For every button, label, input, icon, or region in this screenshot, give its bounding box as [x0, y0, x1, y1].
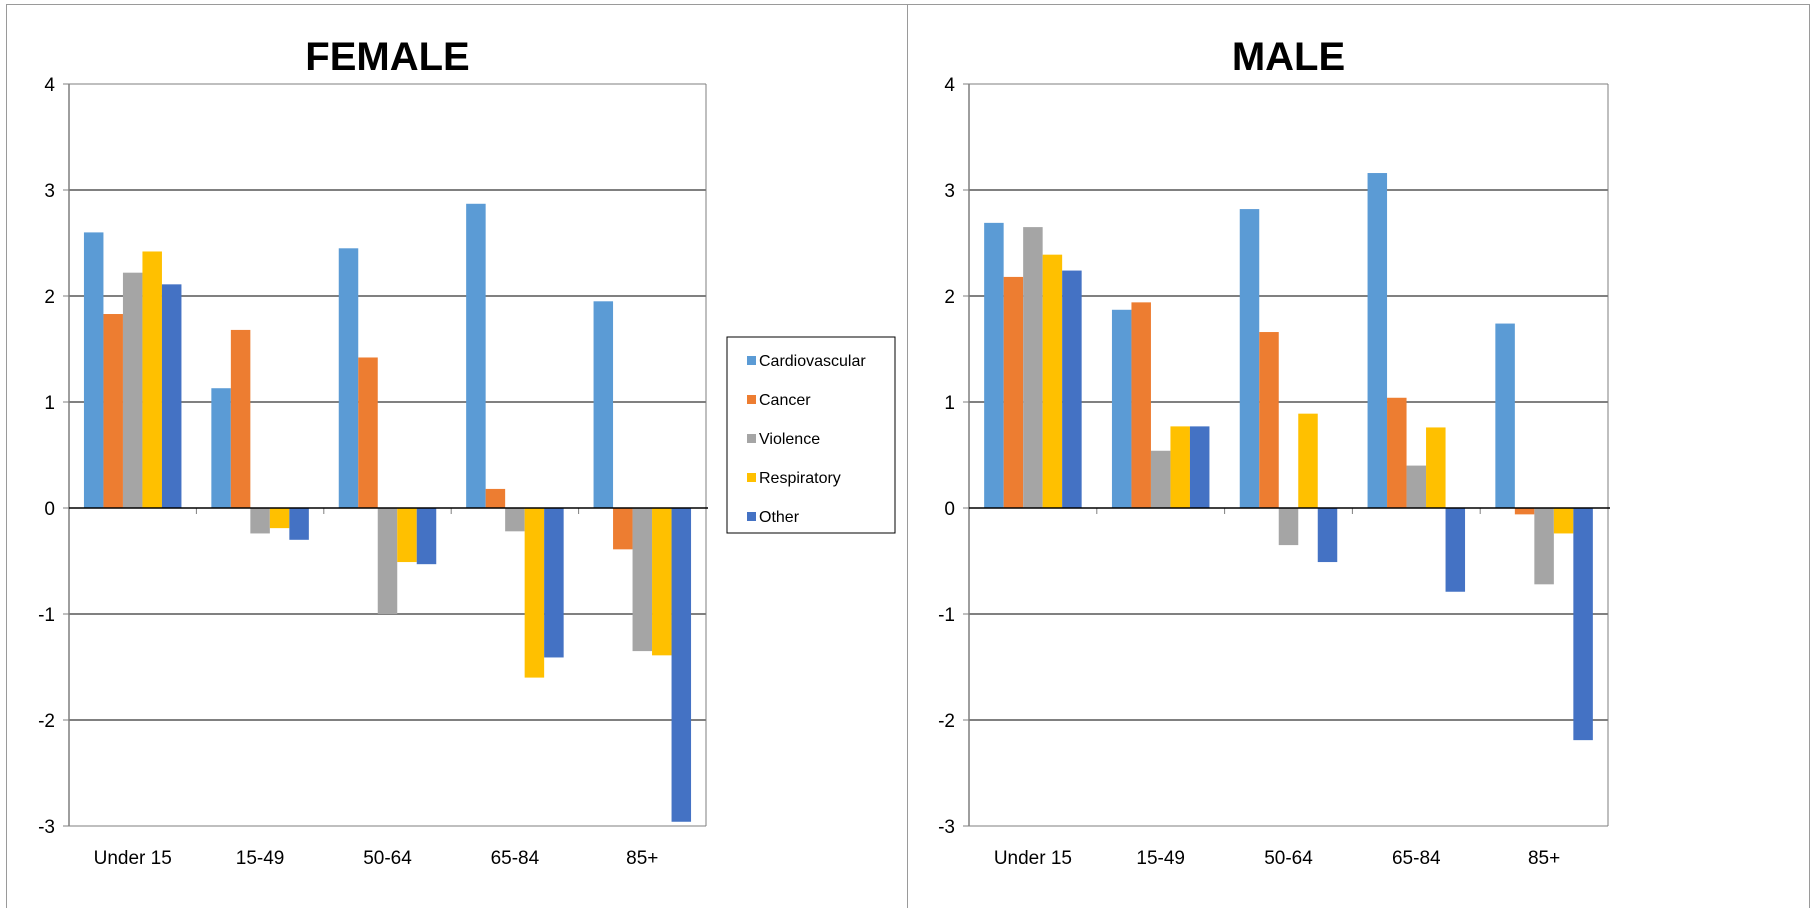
female-bar-violence-4	[632, 508, 653, 652]
male-bar-respiratory-3	[1426, 427, 1446, 508]
male-x-tick-label: Under 15	[994, 848, 1072, 869]
female-bar-other-2	[416, 508, 437, 565]
female-y-tick-label: -1	[38, 605, 55, 626]
female-bar-cardiovascular-1	[211, 388, 231, 508]
female-bar-other-3	[544, 508, 564, 658]
male-bar-other-2	[1317, 508, 1338, 563]
female-bar-respiratory-3	[524, 508, 545, 678]
female-x-tick-label: 85+	[626, 848, 658, 869]
female-bar-violence-0	[122, 272, 143, 508]
male-bar-violence-0	[1023, 227, 1043, 508]
female-bar-cancer-1	[230, 329, 251, 508]
female-bar-cancer-4	[613, 508, 633, 550]
female-bar-cancer-3	[485, 488, 506, 508]
legend-swatch-violence	[747, 434, 756, 443]
legend-swatch-respiratory	[747, 473, 756, 482]
legend-swatch-cancer	[747, 395, 756, 404]
legend-label-cancer: Cancer	[759, 392, 811, 409]
female-y-tick-label: -2	[38, 711, 55, 732]
male-y-tick-label: 4	[944, 75, 955, 96]
female-bar-respiratory-1	[269, 508, 290, 529]
legend-label-violence: Violence	[759, 431, 820, 448]
panel-divider	[907, 4, 908, 908]
male-x-tick-label: 65-84	[1392, 848, 1441, 869]
male-bar-violence-2	[1278, 508, 1299, 546]
female-bar-other-0	[161, 284, 182, 508]
female-y-tick-label: 0	[44, 499, 55, 520]
female-bar-cardiovascular-2	[338, 248, 359, 509]
male-bar-respiratory-1	[1170, 426, 1190, 508]
male-chart-title: MALE	[1232, 35, 1345, 79]
male-x-tick-label: 50-64	[1264, 848, 1313, 869]
male-bar-cardiovascular-3	[1367, 173, 1388, 509]
male-bar-violence-3	[1406, 465, 1427, 508]
male-bar-cardiovascular-0	[984, 222, 1004, 509]
female-bar-other-4	[671, 508, 692, 822]
legend-label-respiratory: Respiratory	[759, 470, 841, 487]
male-x-tick-label: 15-49	[1136, 848, 1185, 869]
male-bar-cardiovascular-4	[1495, 323, 1515, 508]
male-bar-cardiovascular-2	[1239, 209, 1260, 508]
male-bar-respiratory-4	[1553, 508, 1574, 534]
female-bar-other-1	[289, 508, 309, 540]
male-bar-cancer-4	[1514, 508, 1535, 515]
male-bar-respiratory-0	[1042, 254, 1063, 508]
female-bar-respiratory-2	[397, 508, 417, 563]
male-y-tick-label: 0	[944, 499, 955, 520]
female-bar-cardiovascular-4	[593, 301, 614, 508]
male-bar-other-1	[1189, 426, 1210, 508]
female-y-tick-label: 2	[44, 287, 55, 308]
female-bar-cardiovascular-3	[466, 203, 486, 508]
female-bar-respiratory-0	[142, 251, 162, 509]
male-bar-cancer-1	[1131, 302, 1151, 508]
male-y-tick-label: -3	[938, 817, 955, 838]
male-y-tick-label: 3	[944, 181, 955, 202]
female-x-tick-label: 15-49	[236, 848, 285, 869]
female-x-tick-label: Under 15	[94, 848, 172, 869]
male-bar-violence-1	[1150, 450, 1171, 508]
male-bar-violence-4	[1534, 508, 1554, 585]
female-y-tick-label: 3	[44, 181, 55, 202]
female-y-tick-label: 1	[44, 393, 55, 414]
male-bar-cancer-3	[1387, 397, 1407, 508]
female-chart-title: FEMALE	[305, 35, 469, 79]
male-y-tick-label: 2	[944, 287, 955, 308]
male-y-tick-label: -2	[938, 711, 955, 732]
female-bar-cancer-0	[103, 314, 123, 508]
male-x-tick-label: 85+	[1528, 848, 1560, 869]
male-bar-cardiovascular-1	[1111, 309, 1132, 508]
male-bar-other-0	[1062, 270, 1082, 508]
female-chart: FEMALE 4 3 2 1 0 -1 -2 -3 Under 15 15-49 50-64 65-84…	[38, 35, 896, 869]
male-bar-other-3	[1445, 508, 1466, 592]
legend-label-cardiovascular: Cardiovascular	[759, 353, 866, 370]
female-bar-violence-3	[505, 508, 525, 532]
female-bar-cancer-2	[358, 357, 378, 508]
female-y-tick-label: 4	[44, 75, 55, 96]
female-x-tick-label: 65-84	[491, 848, 540, 869]
male-bar-cancer-0	[1003, 276, 1024, 508]
female-bar-violence-1	[250, 508, 270, 534]
female-bar-cardiovascular-0	[83, 232, 104, 508]
legend-swatch-cardiovascular	[747, 356, 756, 365]
male-bar-cancer-2	[1259, 332, 1279, 508]
male-y-tick-label: 1	[944, 393, 955, 414]
male-bar-other-4	[1573, 508, 1593, 741]
female-y-tick-label: -3	[38, 817, 55, 838]
legend-swatch-other	[747, 512, 756, 521]
male-y-tick-label: -1	[938, 605, 955, 626]
male-chart: MALE 4 3 2 1 0 -1 -2 -3 Under 15 15-49 50-64 65-84 85…	[938, 35, 1610, 869]
female-bar-respiratory-4	[652, 508, 672, 656]
female-x-tick-label: 50-64	[363, 848, 412, 869]
figure-frame	[6, 4, 1810, 908]
legend-label-other: Other	[759, 509, 800, 526]
male-bar-respiratory-2	[1298, 413, 1318, 508]
female-bar-violence-2	[377, 508, 398, 614]
